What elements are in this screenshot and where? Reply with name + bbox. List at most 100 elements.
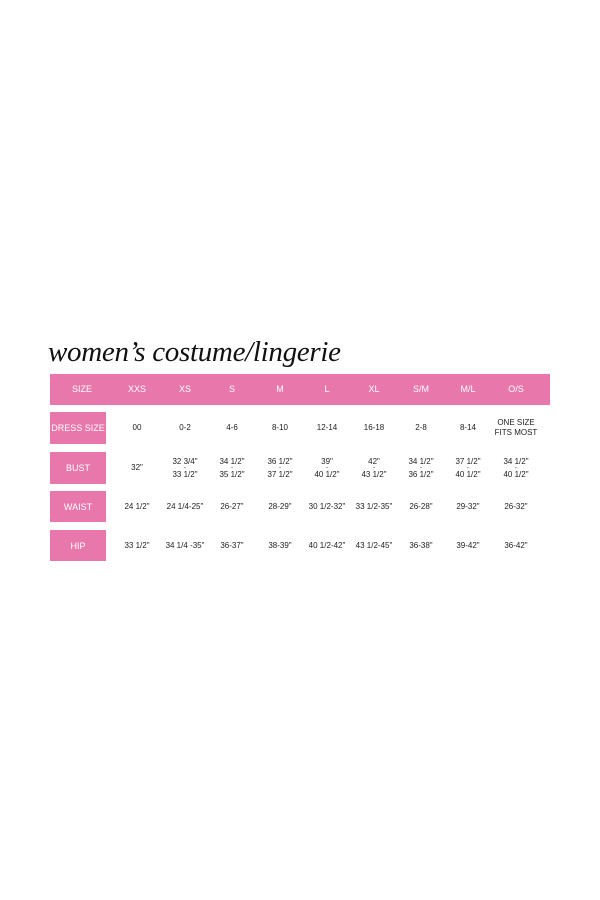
- row-label-dress-size: DRESS SIZE: [50, 412, 106, 444]
- table-cell: 39-42": [438, 530, 498, 561]
- table-cell: 29-32": [438, 491, 498, 522]
- table-cell: 30 1/2-32": [297, 491, 357, 522]
- size-header-row: SIZE XXS XS S M L XL S/M M/L O/S: [50, 374, 550, 405]
- cell-text: 4-6: [226, 423, 238, 432]
- header-size-l: L: [324, 384, 330, 394]
- table-cell: 2-8: [391, 412, 451, 444]
- header-size-o-s: O/S: [508, 384, 524, 394]
- cell-text: 30 1/2-32": [308, 501, 346, 511]
- cell-text: 8-14: [459, 423, 476, 432]
- table-cell: 34 1/4 -35": [155, 530, 215, 561]
- cell-text: -: [279, 464, 281, 471]
- cell-text: -: [184, 464, 186, 471]
- header-size-s-m: S/M: [412, 384, 429, 394]
- cell-text: 36 1/2": [267, 456, 293, 466]
- cell-text: 34 1/2": [408, 456, 434, 466]
- cell-text: -: [231, 464, 233, 471]
- table-cell: 33 1/2-35": [344, 491, 404, 522]
- row-label-hip: HIP: [50, 530, 106, 561]
- cell-text: 36-38": [409, 540, 433, 550]
- cell-text: 0-2: [179, 423, 191, 432]
- cell-text: 24 1/2": [124, 501, 150, 511]
- table-cell: 24 1/4-25": [155, 491, 215, 522]
- cell-text: 33 1/2-35": [355, 501, 393, 511]
- table-cell: 34 1/2" -35 1/2": [202, 452, 262, 484]
- cell-text: 16-18: [363, 423, 385, 432]
- cell-text: 28-29": [268, 501, 292, 511]
- header-size-label: SIZE: [71, 384, 92, 394]
- table-cell: 43 1/2-45": [344, 530, 404, 561]
- cell-text: 34 1/2": [503, 456, 529, 466]
- table-cell: 38-39": [250, 530, 310, 561]
- cell-text: 37 1/2": [267, 469, 293, 479]
- cell-text: 26-28": [409, 501, 433, 511]
- header-size-m: M: [276, 384, 284, 394]
- table-cell: 8-10: [250, 412, 310, 444]
- cell-text: 26-32": [504, 501, 528, 511]
- cell-text: 24 1/4-25": [166, 501, 204, 511]
- table-cell: 00: [107, 412, 167, 444]
- cell-text: 8-10: [271, 423, 288, 432]
- table-cell: 24 1/2": [107, 491, 167, 522]
- cell-text: 29-32": [456, 501, 480, 511]
- table-cell: 33 1/2": [107, 530, 167, 561]
- cell-text: 12-14: [316, 423, 338, 432]
- table-cell: 26-32": [486, 491, 546, 522]
- cell-text: 42": [368, 456, 380, 466]
- table-cell: 8-14: [438, 412, 498, 444]
- cell-text: 36-42": [504, 540, 528, 550]
- table-cell: ONE SIZE FITS MOST: [486, 412, 546, 444]
- cell-text: 37 1/2": [455, 456, 481, 466]
- table-cell: 28-29": [250, 491, 310, 522]
- table-cell: 42" -43 1/2": [344, 452, 404, 484]
- table-cell: 32": [107, 452, 167, 484]
- cell-text: -: [467, 464, 469, 471]
- cell-text: 33 1/2": [172, 469, 198, 479]
- table-cell: 36-42": [486, 530, 546, 561]
- table-cell: 36 1/2" -37 1/2": [250, 452, 310, 484]
- cell-text: 2-8: [415, 423, 427, 432]
- cell-text: -: [515, 464, 517, 471]
- cell-text: 32": [131, 463, 143, 472]
- cell-text: 34 1/4 -35": [165, 540, 205, 550]
- table-cell: 34 1/2" -40 1/2": [486, 452, 546, 484]
- table-cell: 39" -40 1/2": [297, 452, 357, 484]
- header-size-xl: XL: [368, 384, 380, 394]
- cell-text: 40 1/2": [314, 469, 340, 479]
- cell-text: 43 1/2": [361, 469, 387, 479]
- cell-text: 36 1/2": [408, 469, 434, 479]
- table-cell: 32 3/4" -33 1/2": [155, 452, 215, 484]
- header-size-xs: XS: [178, 384, 191, 394]
- table-cell: 40 1/2-42": [297, 530, 357, 561]
- cell-text: 40 1/2": [503, 469, 529, 479]
- cell-text: 26-27": [220, 501, 244, 511]
- cell-text: ONE SIZE: [497, 418, 535, 427]
- cell-text: 40 1/2-42": [308, 540, 346, 550]
- header-size-s: S: [228, 384, 235, 394]
- cell-text: 34 1/2": [219, 456, 245, 466]
- chart-title: women’s costume/lingerie: [48, 336, 341, 368]
- table-cell: 34 1/2" -36 1/2": [391, 452, 451, 484]
- table-cell: 36-38": [391, 530, 451, 561]
- cell-text: 43 1/2-45": [355, 540, 393, 550]
- cell-text: 35 1/2": [219, 469, 245, 479]
- cell-text: 39": [321, 456, 333, 466]
- table-cell: 0-2: [155, 412, 215, 444]
- table-cell: 12-14: [297, 412, 357, 444]
- cell-text: -: [373, 464, 375, 471]
- cell-text: -: [326, 464, 328, 471]
- cell-text: -: [420, 464, 422, 471]
- cell-text: 40 1/2": [455, 469, 481, 479]
- table-cell: 26-27": [202, 491, 262, 522]
- cell-text: 32 3/4": [172, 456, 198, 466]
- table-cell: 4-6: [202, 412, 262, 444]
- row-label-waist: WAIST: [50, 491, 106, 522]
- header-size-xxs: XXS: [127, 384, 146, 394]
- cell-text: 36-37": [220, 540, 244, 550]
- table-cell: 36-37": [202, 530, 262, 561]
- cell-text: 33 1/2": [124, 540, 150, 550]
- header-size-m-l: M/L: [460, 384, 476, 394]
- cell-text: 00: [132, 423, 142, 432]
- table-cell: 37 1/2" -40 1/2": [438, 452, 498, 484]
